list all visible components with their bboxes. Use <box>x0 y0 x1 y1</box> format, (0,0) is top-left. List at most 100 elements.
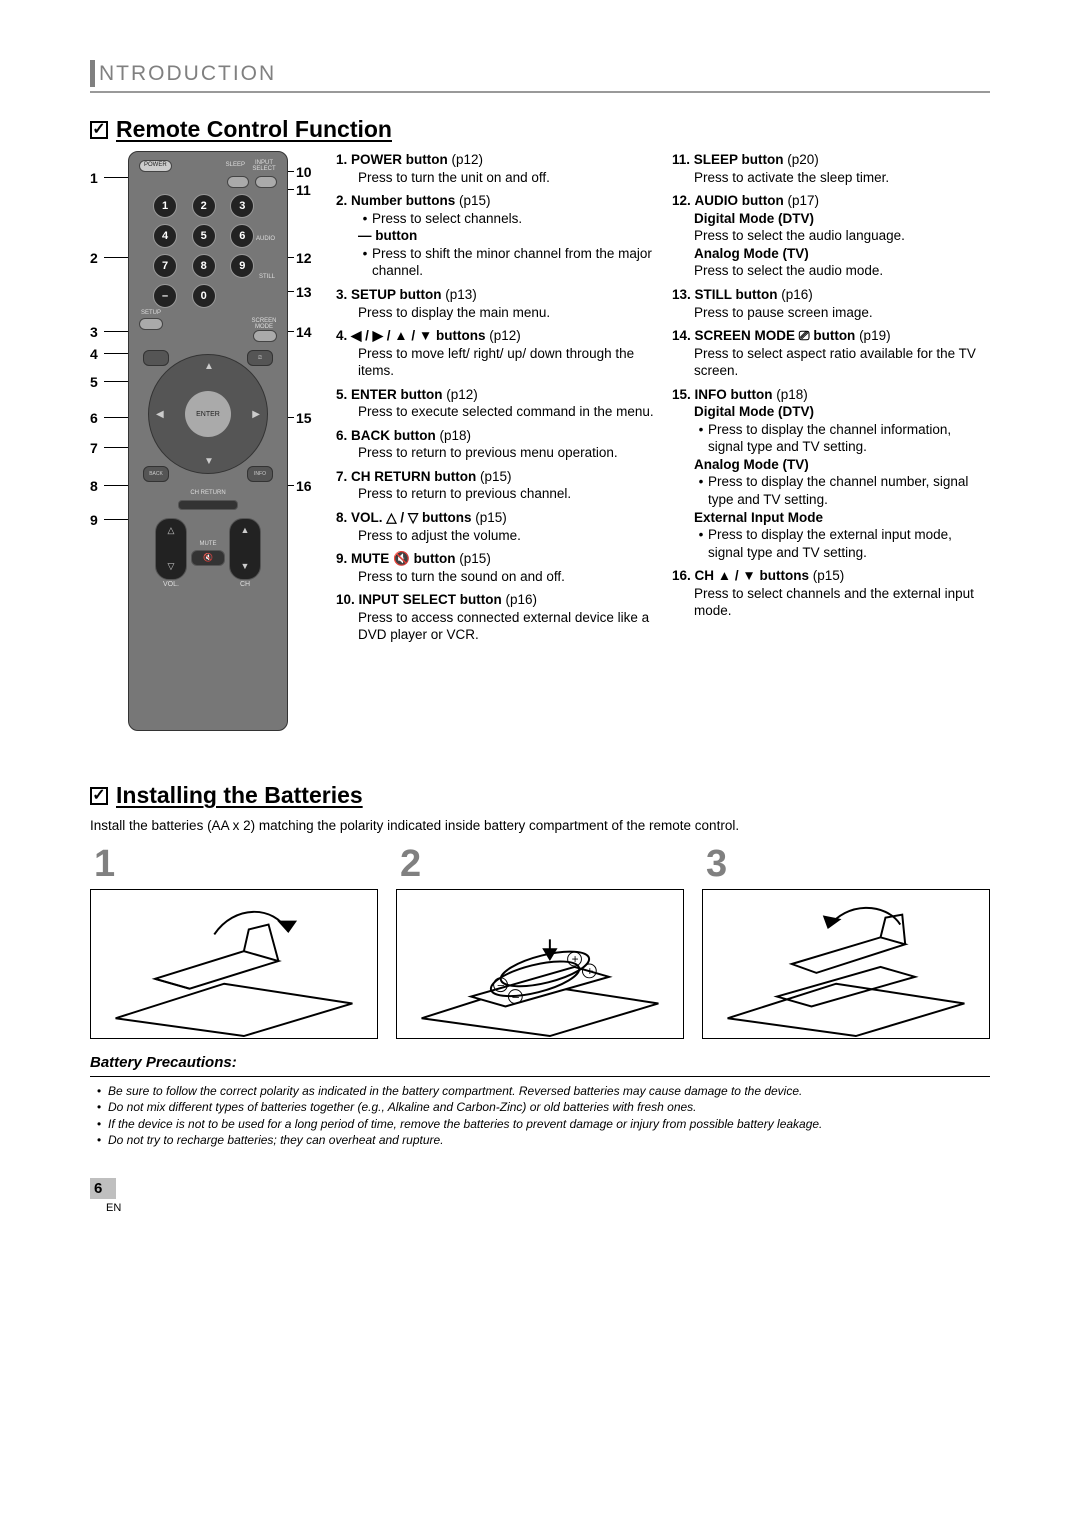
battery-steps: 1 2 <box>90 845 990 1039</box>
desc-col-2: 11. SLEEP button (p20)Press to activate … <box>672 151 990 741</box>
desc-item: 2. Number buttons (p15)•Press to select … <box>336 192 654 280</box>
sleep-button <box>227 176 249 188</box>
battery-fig-1 <box>90 889 378 1039</box>
section-divider <box>90 91 990 93</box>
desc-item: 11. SLEEP button (p20)Press to activate … <box>672 151 990 186</box>
desc-item: 3. SETUP button (p13)Press to display th… <box>336 286 654 321</box>
svg-text:+: + <box>572 952 579 966</box>
page-number: 6 <box>90 1178 116 1200</box>
item-body: Press to turn the sound on and off. <box>336 568 654 586</box>
callout-line <box>104 331 128 332</box>
desc-item: 5. ENTER button (p12)Press to execute se… <box>336 386 654 421</box>
desc-item: 15. INFO button (p18)Digital Mode (DTV)•… <box>672 386 990 561</box>
remote-body: POWER SLEEP INPUT SELECT 1 2 3 4 5 6 7 8… <box>128 151 288 731</box>
callout-left-6: 6 <box>90 409 98 427</box>
num-3: 3 <box>230 194 254 218</box>
callout-left-8: 8 <box>90 477 98 495</box>
page-lang: EN <box>90 1201 990 1215</box>
precautions-divider <box>90 1076 990 1077</box>
desc-col-1: 1. POWER button (p12)Press to turn the u… <box>336 151 654 741</box>
section-header: NTRODUCTION <box>90 60 990 87</box>
item-page-ref: (p15) <box>475 510 507 525</box>
step-num-2: 2 <box>396 845 684 883</box>
item-title: 5. ENTER button (p12) <box>336 386 478 404</box>
remote-heading: Remote Control Function <box>116 115 392 145</box>
item-page-ref: (p16) <box>506 592 538 607</box>
battery-step-1: 1 <box>90 845 378 1039</box>
item-body: Press to move left/ right/ up/ down thro… <box>336 345 654 380</box>
precaution-item: •If the device is not to be used for a l… <box>90 1116 990 1132</box>
item-page-ref: (p15) <box>459 193 491 208</box>
batteries-intro: Install the batteries (AA x 2) matching … <box>90 817 990 835</box>
precaution-item: •Do not mix different types of batteries… <box>90 1099 990 1115</box>
callout-line <box>104 353 128 354</box>
callout-left-1: 1 <box>90 169 98 187</box>
sleep-label: SLEEP <box>226 162 245 170</box>
callout-line <box>104 381 128 382</box>
item-page-ref: (p18) <box>440 428 472 443</box>
remote-section: 123456789 10111213141516 POWER SLEEP INP… <box>90 151 990 741</box>
check-icon: ✓ <box>90 121 108 139</box>
num-dash: – <box>153 284 177 308</box>
desc-item: 16. CH ▲ / ▼ buttons (p15)Press to selec… <box>672 567 990 620</box>
callout-right-10: 10 <box>296 163 312 181</box>
input-label: INPUT SELECT <box>251 160 277 172</box>
vol-lbl: VOL. <box>155 580 187 589</box>
callout-right-15: 15 <box>296 409 312 427</box>
callout-line <box>104 417 128 418</box>
callout-right-16: 16 <box>296 477 312 495</box>
remote-title-row: ✓ Remote Control Function <box>90 115 990 145</box>
item-page-ref: (p15) <box>480 469 512 484</box>
num-5: 5 <box>192 224 216 248</box>
vol-rocker: △▽ <box>155 518 187 580</box>
desc-item: 13. STILL button (p16)Press to pause scr… <box>672 286 990 321</box>
num-1: 1 <box>153 194 177 218</box>
svg-text:–: – <box>498 977 505 991</box>
callout-right-13: 13 <box>296 283 312 301</box>
batteries-title-row: ✓ Installing the Batteries <box>90 781 990 811</box>
callout-left-5: 5 <box>90 373 98 391</box>
item-body: •Press to select channels.— button•Press… <box>336 210 654 280</box>
item-page-ref: (p19) <box>859 328 891 343</box>
item-body: Press to execute selected command in the… <box>336 403 654 421</box>
desc-item: 7. CH RETURN button (p15)Press to return… <box>336 468 654 503</box>
callout-left-4: 4 <box>90 345 98 363</box>
precaution-item: •Do not try to recharge batteries; they … <box>90 1132 990 1148</box>
num-4: 4 <box>153 224 177 248</box>
mute-button: 🔇 <box>191 550 225 566</box>
item-page-ref: (p16) <box>781 287 813 302</box>
item-title: 12. AUDIO button (p17) <box>672 192 819 210</box>
chreturn-label: CH RETURN <box>139 490 277 498</box>
item-body: Press to pause screen image. <box>672 304 990 322</box>
desc-item: 8. VOL. △ / ▽ buttons (p15)Press to adju… <box>336 509 654 544</box>
callout-left-3: 3 <box>90 323 98 341</box>
num-8: 8 <box>192 254 216 278</box>
ch-lbl: CH <box>229 580 261 589</box>
input-button <box>255 176 277 188</box>
item-title: 4. ◀ / ▶ / ▲ / ▼ buttons (p12) <box>336 327 521 345</box>
num-7: 7 <box>153 254 177 278</box>
desc-item: 1. POWER button (p12)Press to turn the u… <box>336 151 654 186</box>
mute-lbl: MUTE <box>191 541 225 549</box>
item-title: 6. BACK button (p18) <box>336 427 471 445</box>
still-lbl: STILL <box>259 274 275 318</box>
item-body: Digital Mode (DTV)Press to select the au… <box>672 210 990 280</box>
battery-step-3: 3 <box>702 845 990 1039</box>
enter-button: ENTER <box>185 391 231 437</box>
callout-left-7: 7 <box>90 439 98 457</box>
precautions-title: Battery Precautions: <box>90 1053 990 1073</box>
ch-rocker: ▲▼ <box>229 518 261 580</box>
item-body: Press to activate the sleep timer. <box>672 169 990 187</box>
item-page-ref: (p12) <box>446 387 478 402</box>
step-num-1: 1 <box>90 845 378 883</box>
callout-line <box>104 257 128 258</box>
remote-diagram: 123456789 10111213141516 POWER SLEEP INP… <box>90 151 320 741</box>
item-body: Press to turn the unit on and off. <box>336 169 654 187</box>
battery-fig-3 <box>702 889 990 1039</box>
battery-fig-2: + + – – <box>396 889 684 1039</box>
item-title: 14. SCREEN MODE ⎚ button (p19) <box>672 327 891 345</box>
item-body: Press to return to previous channel. <box>336 485 654 503</box>
power-button: POWER <box>139 160 172 172</box>
item-page-ref: (p15) <box>459 551 491 566</box>
description-columns: 1. POWER button (p12)Press to turn the u… <box>336 151 990 741</box>
